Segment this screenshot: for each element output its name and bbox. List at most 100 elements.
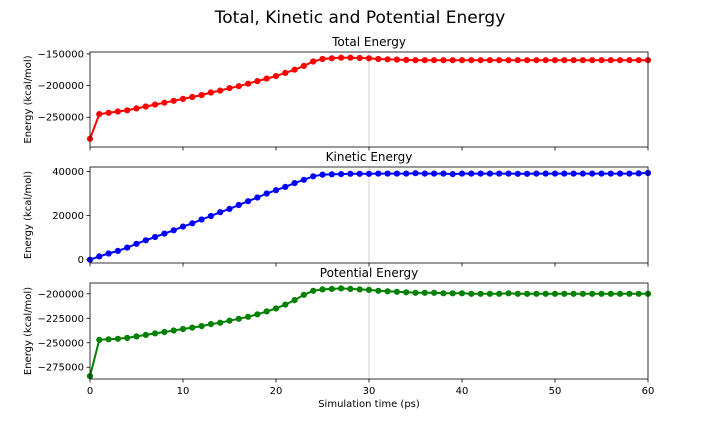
kinetic-energy-point xyxy=(310,173,317,180)
potential-energy-point xyxy=(589,290,596,297)
potential-energy-point xyxy=(449,290,456,297)
potential-energy-point xyxy=(338,285,345,292)
kinetic-energy-point xyxy=(124,244,131,251)
total-energy-point xyxy=(338,54,345,61)
total-energy-point xyxy=(347,54,354,61)
kinetic-energy-point xyxy=(142,237,149,244)
kinetic-energy-point xyxy=(189,220,196,227)
kinetic-energy-point xyxy=(263,190,270,197)
potential-energy-point xyxy=(533,290,540,297)
total-energy-point xyxy=(254,78,261,85)
kinetic-energy-point xyxy=(217,209,224,216)
total-energy-point xyxy=(486,57,493,64)
potential-energy-point xyxy=(142,331,149,338)
total-energy-point xyxy=(514,57,521,64)
kinetic-energy-point xyxy=(338,171,345,178)
total-energy-point xyxy=(142,103,149,110)
kinetic-energy-ylabel: Energy (kcal/mol) xyxy=(23,171,34,259)
potential-energy-title: Potential Energy xyxy=(320,266,418,280)
kinetic-energy-point xyxy=(105,250,112,257)
potential-energy-ytick-label: −275000 xyxy=(37,363,84,374)
potential-energy-point xyxy=(384,288,391,295)
total-energy-point xyxy=(263,75,270,82)
kinetic-energy-point xyxy=(272,187,280,194)
kinetic-energy-point xyxy=(458,170,466,177)
potential-energy-ytick-label: −200000 xyxy=(37,289,84,300)
potential-energy-point xyxy=(291,297,298,304)
total-energy-point xyxy=(431,57,438,64)
total-energy-point xyxy=(272,73,280,80)
potential-energy-point xyxy=(468,290,475,297)
potential-energy-point xyxy=(440,290,447,297)
kinetic-energy-point xyxy=(477,170,484,177)
potential-energy-point xyxy=(486,290,493,297)
kinetic-energy-point xyxy=(375,170,382,177)
total-energy-point xyxy=(375,55,382,63)
potential-energy-point xyxy=(207,321,214,328)
panels: Total Energy−150000−200000−250000Energy … xyxy=(23,35,654,410)
potential-energy-point xyxy=(617,290,624,297)
potential-energy-ylabel: Energy (kcal/mol) xyxy=(23,287,34,375)
total-energy-point xyxy=(505,57,512,64)
kinetic-energy-point xyxy=(412,170,419,177)
total-energy-point xyxy=(421,57,428,64)
kinetic-energy-point xyxy=(524,170,531,177)
potential-energy-point xyxy=(235,315,242,322)
kinetic-energy-point xyxy=(161,230,168,237)
potential-energy-point xyxy=(133,333,140,340)
potential-energy-point xyxy=(365,286,373,293)
potential-energy-point xyxy=(561,290,568,297)
potential-energy-point xyxy=(607,290,614,297)
kinetic-energy-ytick-label: 0 xyxy=(78,255,84,266)
kinetic-energy-point xyxy=(551,170,559,177)
potential-energy-panel: Potential Energy −200000 −225000 −250000 −27… xyxy=(23,266,654,410)
kinetic-energy-point xyxy=(626,170,633,177)
potential-energy-point xyxy=(514,290,521,297)
kinetic-energy-point xyxy=(133,240,140,247)
kinetic-energy-point xyxy=(570,170,577,177)
potential-energy-point xyxy=(421,289,428,296)
potential-energy-point xyxy=(105,336,112,343)
total-energy-point xyxy=(328,55,335,62)
potential-energy-xtick-label: 20 xyxy=(270,386,283,397)
kinetic-energy-point xyxy=(347,170,354,177)
potential-energy-point xyxy=(635,290,642,297)
total-energy-point xyxy=(617,57,624,64)
total-energy-point xyxy=(300,62,307,69)
potential-energy-point xyxy=(152,330,159,337)
potential-energy-point xyxy=(356,286,363,293)
total-energy-point xyxy=(189,93,196,101)
potential-energy-point xyxy=(161,328,168,336)
kinetic-energy-point xyxy=(207,212,214,220)
total-energy-point xyxy=(319,55,326,63)
total-energy-ylabel: Energy (kcal/mol) xyxy=(23,55,34,143)
total-energy-point xyxy=(412,57,419,64)
total-energy-point xyxy=(626,57,633,64)
total-energy-point xyxy=(458,57,466,64)
potential-energy-point xyxy=(282,301,289,308)
kinetic-energy-point xyxy=(533,170,540,177)
total-energy-point xyxy=(152,101,159,108)
kinetic-energy-point xyxy=(598,170,605,177)
total-energy-point xyxy=(403,56,410,64)
kinetic-energy-point xyxy=(403,170,410,177)
kinetic-energy-panel: Kinetic Energy 40000 20000 0 Energy (kcal/mo… xyxy=(23,150,652,267)
total-energy-point xyxy=(114,108,121,115)
total-energy-point xyxy=(105,109,112,116)
total-energy-ytick-label: −200000 xyxy=(37,81,84,92)
total-energy-point xyxy=(161,99,168,106)
potential-energy-point xyxy=(217,319,224,326)
potential-energy-point xyxy=(477,290,484,297)
total-energy-point xyxy=(449,57,456,64)
total-energy-point xyxy=(96,111,103,118)
total-energy-point xyxy=(477,57,484,64)
potential-energy-xtick-label: 50 xyxy=(549,386,562,397)
kinetic-energy-point xyxy=(589,170,596,177)
kinetic-energy-ytick-label: 40000 xyxy=(52,167,84,178)
kinetic-energy-point xyxy=(235,201,242,209)
potential-energy-point xyxy=(551,290,559,297)
kinetic-energy-point xyxy=(114,247,121,254)
total-energy-point xyxy=(282,69,289,76)
kinetic-energy-point xyxy=(496,170,503,177)
